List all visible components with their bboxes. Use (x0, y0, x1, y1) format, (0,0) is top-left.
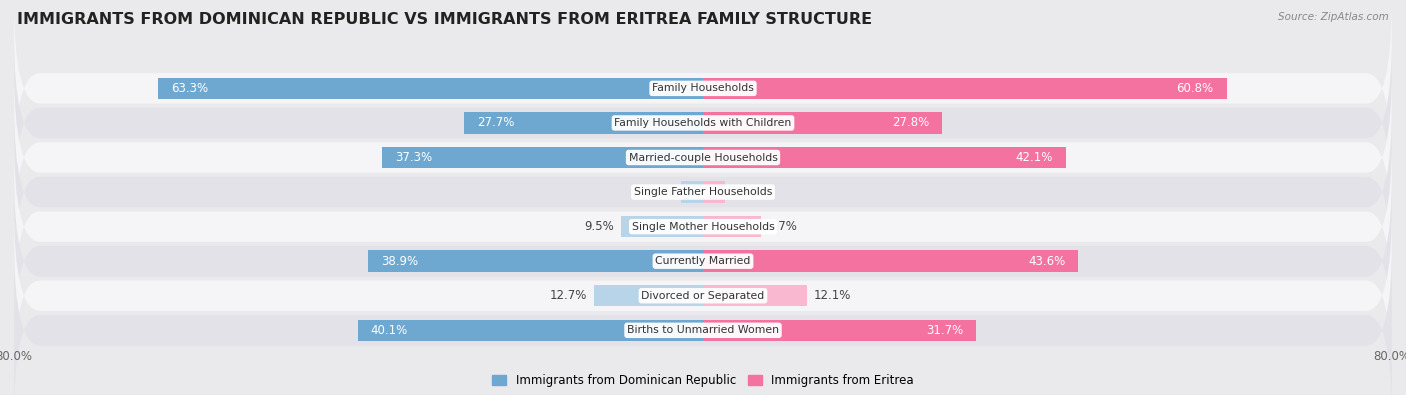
Text: 60.8%: 60.8% (1177, 82, 1213, 95)
Text: Divorced or Separated: Divorced or Separated (641, 291, 765, 301)
Text: Family Households with Children: Family Households with Children (614, 118, 792, 128)
Bar (593, 285, 703, 307)
Text: 2.6%: 2.6% (644, 186, 673, 199)
Text: 2.5%: 2.5% (731, 186, 761, 199)
FancyBboxPatch shape (14, 34, 1392, 211)
FancyBboxPatch shape (14, 173, 1392, 350)
Text: 6.7%: 6.7% (768, 220, 797, 233)
Text: 43.6%: 43.6% (1028, 255, 1066, 268)
Bar (703, 216, 761, 237)
FancyBboxPatch shape (14, 103, 1392, 280)
Text: 12.7%: 12.7% (550, 289, 586, 302)
Text: 27.8%: 27.8% (893, 117, 929, 130)
Text: 9.5%: 9.5% (585, 220, 614, 233)
Bar (703, 320, 976, 341)
Text: Births to Unmarried Women: Births to Unmarried Women (627, 325, 779, 335)
Text: 40.1%: 40.1% (371, 324, 408, 337)
Text: 38.9%: 38.9% (381, 255, 418, 268)
Bar (621, 216, 703, 237)
Bar (681, 181, 703, 203)
Text: Single Mother Households: Single Mother Households (631, 222, 775, 231)
FancyBboxPatch shape (14, 69, 1392, 246)
Text: Family Households: Family Households (652, 83, 754, 93)
Bar (382, 147, 703, 168)
Text: Single Father Households: Single Father Households (634, 187, 772, 197)
FancyBboxPatch shape (14, 207, 1392, 384)
Bar (703, 112, 942, 134)
Text: Currently Married: Currently Married (655, 256, 751, 266)
Text: 12.1%: 12.1% (814, 289, 852, 302)
Text: 37.3%: 37.3% (395, 151, 432, 164)
Bar (703, 250, 1078, 272)
Bar (464, 112, 703, 134)
FancyBboxPatch shape (14, 138, 1392, 315)
FancyBboxPatch shape (14, 242, 1392, 395)
Legend: Immigrants from Dominican Republic, Immigrants from Eritrea: Immigrants from Dominican Republic, Immi… (488, 369, 918, 391)
Bar (368, 250, 703, 272)
FancyBboxPatch shape (14, 0, 1392, 177)
Text: IMMIGRANTS FROM DOMINICAN REPUBLIC VS IMMIGRANTS FROM ERITREA FAMILY STRUCTURE: IMMIGRANTS FROM DOMINICAN REPUBLIC VS IM… (17, 12, 872, 27)
Bar (703, 147, 1066, 168)
Bar (703, 78, 1226, 99)
Bar (157, 78, 703, 99)
Text: 27.7%: 27.7% (478, 117, 515, 130)
Text: 42.1%: 42.1% (1015, 151, 1053, 164)
Text: Married-couple Households: Married-couple Households (628, 152, 778, 162)
Bar (703, 285, 807, 307)
Bar (357, 320, 703, 341)
Text: 31.7%: 31.7% (925, 324, 963, 337)
Text: Source: ZipAtlas.com: Source: ZipAtlas.com (1278, 12, 1389, 22)
Bar (703, 181, 724, 203)
Text: 63.3%: 63.3% (170, 82, 208, 95)
